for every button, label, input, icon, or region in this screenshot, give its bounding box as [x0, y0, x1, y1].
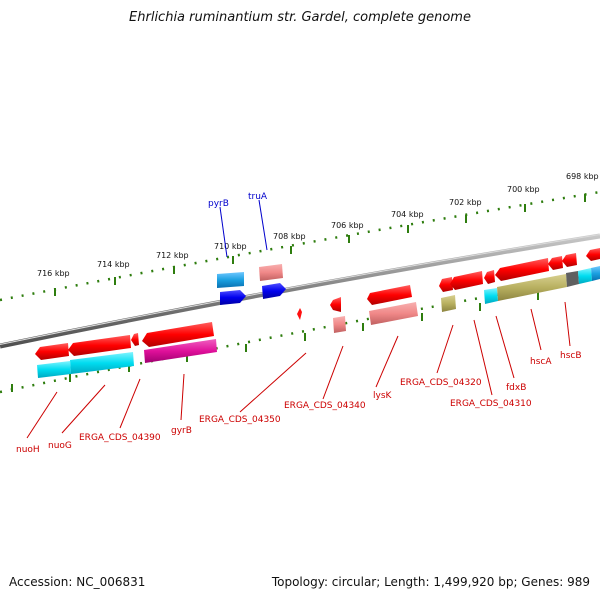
- cog-block: [217, 272, 244, 288]
- gene-label-erga-04390[interactable]: ERGA_CDS_04390: [79, 433, 161, 443]
- bottom-gene-labels: nuoH nuoG ERGA_CDS_04390 gyrB ERGA_CDS_0…: [16, 351, 582, 455]
- cog-block: [37, 361, 71, 378]
- cog-track-right: [333, 266, 600, 333]
- cog-block: [369, 302, 418, 325]
- cds-arrow[interactable]: [586, 248, 600, 261]
- forward-cds-track-left: [35, 322, 214, 360]
- top-label-leaders: [219, 199, 268, 258]
- cog-block: [497, 274, 567, 301]
- outer-major-ticks: [54, 194, 586, 296]
- cds-arrow[interactable]: [35, 343, 69, 360]
- inner-major-ticks: [11, 292, 539, 392]
- gene-label-erga-04340[interactable]: ERGA_CDS_04340: [284, 401, 366, 411]
- cds-arrow[interactable]: [367, 285, 412, 305]
- gene-label-pyrB[interactable]: pyrB: [208, 199, 229, 209]
- bottom-label-leaders: [26, 301, 571, 439]
- gene-label-nuoG[interactable]: nuoG: [48, 441, 72, 451]
- cds-arrow[interactable]: [131, 333, 139, 346]
- forward-cds-track: [297, 248, 600, 320]
- cog-block: [441, 295, 456, 312]
- cog-block: [144, 339, 217, 363]
- cds-arrow[interactable]: [297, 308, 302, 320]
- kbp-label: 710 kbp: [214, 242, 247, 251]
- gene-label-erga-04320[interactable]: ERGA_CDS_04320: [400, 378, 482, 388]
- cog-block: [259, 264, 283, 281]
- gene-label-hscB[interactable]: hscB: [560, 351, 582, 361]
- kbp-label: 698 kbp: [566, 172, 599, 181]
- cds-arrow[interactable]: [450, 271, 483, 290]
- accession-label: Accession: NC_006831: [9, 575, 146, 589]
- gene-label-gyrB[interactable]: gyrB: [171, 426, 192, 436]
- kbp-label: 700 kbp: [507, 185, 540, 194]
- cog-block: [566, 271, 579, 287]
- cog-block: [333, 316, 346, 333]
- gene-label-erga-04350[interactable]: ERGA_CDS_04350: [199, 415, 281, 425]
- reverse-cds-track: [217, 264, 286, 305]
- kbp-label: 702 kbp: [449, 198, 482, 207]
- genome-backbone: [0, 233, 600, 349]
- top-gene-labels: pyrB truA: [208, 192, 268, 209]
- cog-block: [484, 288, 498, 304]
- kbp-label: 706 kbp: [331, 221, 364, 230]
- gene-label-truA[interactable]: truA: [248, 192, 268, 202]
- outer-tick-track: [0, 190, 600, 302]
- cds-arrow[interactable]: [548, 256, 563, 270]
- kbp-label: 716 kbp: [37, 269, 70, 278]
- cds-arrow[interactable]: [68, 335, 131, 356]
- kbp-labels: 716 kbp 714 kbp 712 kbp 710 kbp 708 kbp …: [37, 172, 599, 278]
- gene-label-fdxB[interactable]: fdxB: [506, 383, 526, 393]
- cds-arrow[interactable]: [142, 322, 214, 347]
- cds-arrow[interactable]: [495, 258, 549, 281]
- topology-label: Topology: circular; Length: 1,499,920 bp…: [271, 575, 590, 589]
- cog-track-left: [37, 339, 217, 378]
- cds-arrow[interactable]: [484, 270, 495, 284]
- cog-block: [591, 266, 600, 281]
- kbp-label: 704 kbp: [391, 210, 424, 219]
- cog-block: [70, 352, 134, 374]
- gene-label-lysK[interactable]: lysK: [373, 391, 393, 401]
- cds-arrow[interactable]: [262, 283, 286, 299]
- cog-block: [578, 268, 592, 284]
- gene-label-erga-04310[interactable]: ERGA_CDS_04310: [450, 399, 532, 409]
- gene-label-nuoH[interactable]: nuoH: [16, 445, 40, 455]
- map-title: Ehrlichia ruminantium str. Gardel, compl…: [129, 10, 471, 25]
- kbp-label: 708 kbp: [273, 232, 306, 241]
- kbp-label: 714 kbp: [97, 260, 130, 269]
- cds-arrow[interactable]: [562, 253, 577, 267]
- kbp-label: 712 kbp: [156, 251, 189, 260]
- cds-arrow[interactable]: [439, 277, 453, 292]
- gene-label-hscA[interactable]: hscA: [530, 357, 552, 367]
- cds-arrow[interactable]: [220, 290, 246, 305]
- cds-arrow[interactable]: [330, 297, 341, 312]
